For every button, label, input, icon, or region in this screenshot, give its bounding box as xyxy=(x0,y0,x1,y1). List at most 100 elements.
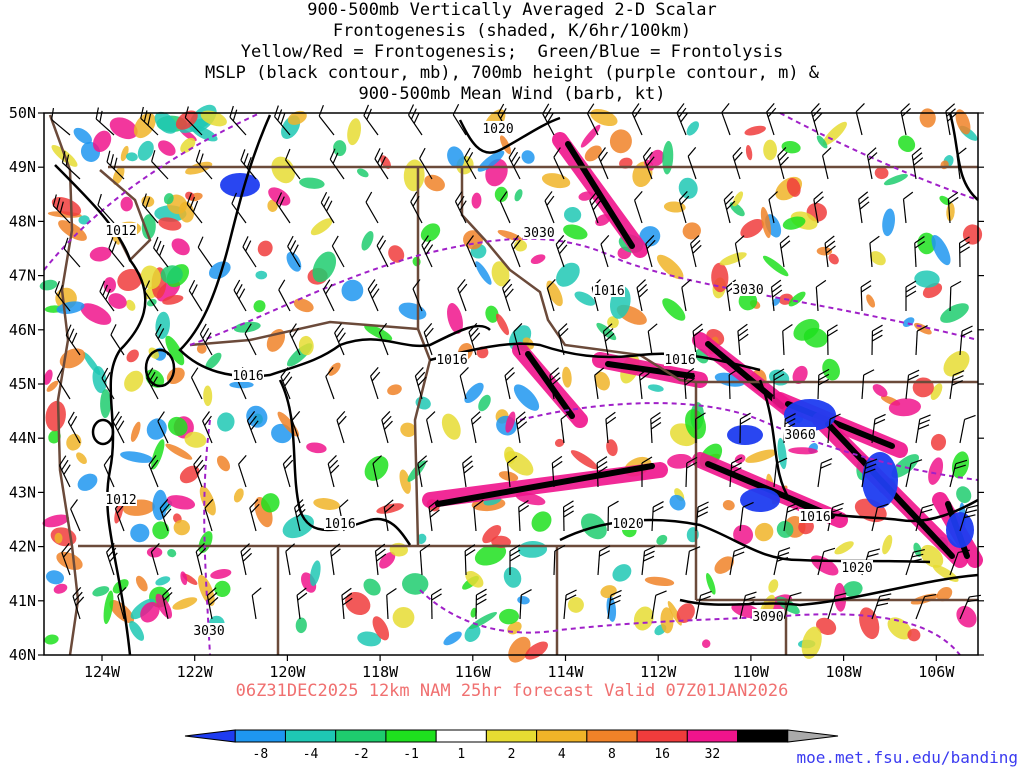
wind-barb xyxy=(782,324,793,356)
shading-blob xyxy=(372,616,390,641)
wind-barb xyxy=(195,543,207,576)
shading-blob xyxy=(499,608,519,625)
colorbar-tick-label: 8 xyxy=(608,747,616,762)
shading-blob xyxy=(441,413,461,440)
shading-blob xyxy=(78,215,90,225)
wind-barb xyxy=(871,503,889,532)
shading-blob xyxy=(333,140,347,157)
shading-blob xyxy=(762,255,789,277)
shading-blob xyxy=(647,384,664,392)
shading-blob xyxy=(612,564,632,582)
lon-label: 106W xyxy=(918,663,955,681)
wind-barb xyxy=(721,103,731,136)
shading-blob xyxy=(754,522,774,542)
wind-barb xyxy=(153,236,169,268)
shading-blob xyxy=(286,251,302,272)
wind-barb xyxy=(770,279,783,312)
wind-barb xyxy=(768,191,778,224)
wind-barb xyxy=(285,543,296,576)
shading-blob xyxy=(146,547,163,558)
lon-label: 114W xyxy=(547,663,584,681)
frontogenesis-core xyxy=(435,463,655,507)
shading-blob xyxy=(44,634,59,645)
wind-barb xyxy=(204,498,214,532)
wind-barb xyxy=(331,235,345,268)
mslp-contour-1016-southeast xyxy=(679,573,979,607)
wind-barb xyxy=(365,191,379,224)
wind-barb xyxy=(199,323,213,356)
shading-blob xyxy=(162,295,184,305)
wind-barb xyxy=(240,149,257,180)
wind-barb xyxy=(959,594,982,620)
shading-blob xyxy=(678,177,698,199)
shading-blob xyxy=(140,601,160,623)
shading-blob xyxy=(171,238,190,256)
frontogenesis-core xyxy=(605,361,695,379)
title-line-4: MSLP (black contour, mb), 700mb height (… xyxy=(204,63,820,83)
wind-barb xyxy=(54,280,71,312)
shading-blob xyxy=(951,451,970,479)
wind-barb xyxy=(915,504,934,532)
source-link[interactable]: moe.met.fsu.edu/banding xyxy=(796,748,1018,767)
wind-barb xyxy=(779,235,791,268)
lat-label: 44N xyxy=(9,429,36,447)
wind-barb xyxy=(600,234,610,268)
shading-blob xyxy=(363,578,381,596)
wind-barb xyxy=(549,367,561,400)
shading-blob xyxy=(364,324,393,341)
wind-barb xyxy=(602,323,615,356)
wind-barb xyxy=(103,455,115,488)
shading-blob xyxy=(792,365,808,384)
wind-barb xyxy=(383,499,395,532)
wind-barb xyxy=(251,587,262,620)
shading-blob xyxy=(714,556,734,574)
wind-barb xyxy=(51,107,71,136)
wind-barb xyxy=(949,459,968,488)
shading-blob xyxy=(955,109,971,135)
wind-barb xyxy=(470,411,482,444)
shading-blob xyxy=(163,193,174,205)
shading-blob xyxy=(508,636,531,663)
wind-barb xyxy=(473,499,484,532)
wind-barb xyxy=(861,369,875,400)
shading-blob xyxy=(940,303,969,323)
shading-blob xyxy=(782,216,806,230)
mslp-label-bg xyxy=(324,516,356,530)
shading-blob xyxy=(399,469,411,494)
wind-barb xyxy=(197,236,213,268)
shading-blob xyxy=(214,580,231,598)
colorbar-segment xyxy=(586,729,638,743)
lat-label: 42N xyxy=(9,538,36,556)
shading-blob xyxy=(133,112,156,139)
shading-blob xyxy=(471,192,482,209)
wind-barb xyxy=(370,366,381,400)
shading-blob xyxy=(706,572,716,595)
mslp-contour-closed-low-2 xyxy=(91,418,115,446)
lon-label: 108W xyxy=(826,663,863,681)
wind-barb xyxy=(945,103,957,136)
frontolysis-region xyxy=(727,425,763,445)
lat-label: 48N xyxy=(9,212,36,230)
wind-barb xyxy=(634,190,643,224)
height-contour-3000 xyxy=(779,112,979,201)
shading-blob xyxy=(513,384,540,411)
lon-label: 112W xyxy=(640,663,677,681)
mslp-label: 1016 xyxy=(324,517,355,532)
shading-blob xyxy=(151,439,165,470)
wind-barb xyxy=(464,544,476,576)
wind-barb xyxy=(915,593,937,620)
wind-barb xyxy=(817,368,830,400)
wind-barb xyxy=(463,147,477,180)
shading-blob xyxy=(45,400,66,432)
shading-blob xyxy=(503,567,522,588)
wind-barb xyxy=(233,279,247,312)
wind-barb xyxy=(562,500,574,532)
wind-barb xyxy=(827,592,847,620)
shading-blob xyxy=(482,525,502,544)
frontolysis-region xyxy=(220,173,260,197)
wind-barb xyxy=(817,458,833,488)
colorbar-tick-label: -4 xyxy=(303,747,319,762)
shading-blob xyxy=(313,498,340,510)
wind-barb xyxy=(419,147,433,180)
shading-blob xyxy=(155,593,173,619)
